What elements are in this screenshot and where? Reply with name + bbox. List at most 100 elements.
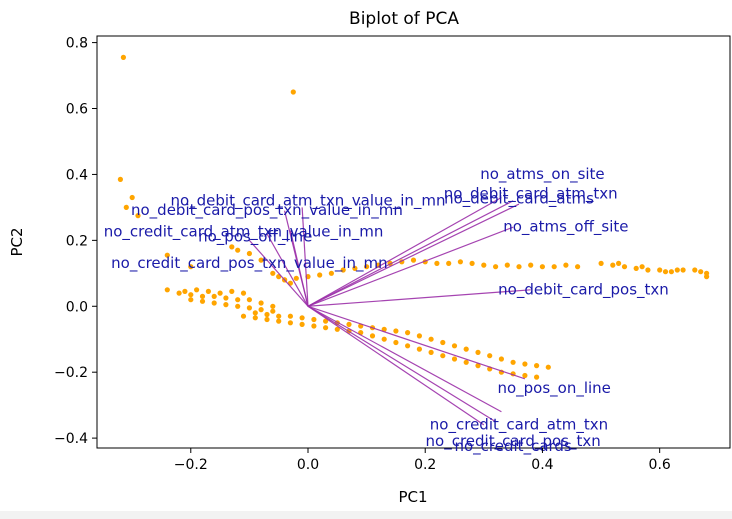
data-point (276, 313, 282, 319)
data-point (428, 336, 434, 342)
data-point (264, 311, 270, 318)
loadings-layer (248, 196, 531, 426)
loading-label: no_pos_on_line (497, 379, 610, 398)
data-point (287, 320, 293, 326)
loading-label: no_debit_card_atm_txn_value_in_mn (170, 191, 445, 210)
data-point (235, 303, 241, 309)
data-point (551, 264, 557, 270)
data-point (428, 349, 434, 355)
data-point (176, 290, 182, 296)
data-point (129, 194, 135, 201)
data-point (188, 292, 194, 298)
data-point (498, 356, 504, 362)
data-point (481, 262, 487, 268)
data-point (539, 264, 546, 270)
data-point (674, 267, 680, 273)
data-point (405, 330, 411, 336)
y-tick-label: 0.8 (66, 36, 88, 52)
data-point (633, 265, 639, 271)
data-point (328, 270, 334, 276)
data-point (211, 300, 217, 306)
plot-area (96, 35, 731, 449)
y-axis-label: PC2 (8, 227, 26, 256)
data-point (440, 353, 446, 359)
loading-arrow (248, 239, 309, 307)
data-point (504, 262, 510, 268)
loading-label: no_credit_cards (455, 437, 572, 456)
data-point (188, 264, 194, 270)
data-point (164, 252, 170, 258)
loading-label: no_credit_card_atm_txn_value_in_mn (104, 223, 384, 242)
data-point (469, 260, 475, 266)
data-point (252, 315, 258, 321)
loading-label: no_atms_off_site (503, 218, 628, 237)
data-point (393, 328, 399, 334)
loading-label: no_credit_card_pos_txn (426, 432, 601, 451)
loading-label: no_atms_on_site (480, 165, 604, 184)
loading-label: no_credit_card_atm_txn (430, 415, 608, 434)
loading-label: no_pos_off_line (198, 228, 312, 247)
loading-labels-layer: no_atms_on_siteno_debit_card_atm_txnno_d… (104, 165, 669, 456)
loading-label: no_debit_card_atms (444, 190, 594, 209)
data-point (235, 297, 241, 303)
loading-arrow (307, 289, 531, 307)
data-point (264, 316, 270, 323)
data-point (205, 288, 211, 294)
data-point (290, 89, 296, 95)
data-point (364, 264, 370, 270)
x-tick-label: −0.2 (174, 457, 208, 473)
y-tick-label: 0.6 (66, 102, 88, 118)
data-point (610, 262, 616, 268)
data-point (534, 374, 540, 380)
data-point (120, 54, 126, 61)
data-point (240, 290, 247, 296)
data-point (323, 325, 329, 331)
data-point (639, 264, 645, 270)
x-tick-label: 0.6 (649, 457, 671, 473)
loading-arrow (307, 200, 514, 307)
data-point (299, 315, 305, 321)
data-point (229, 244, 235, 250)
data-point (317, 272, 323, 278)
data-point (352, 265, 358, 271)
data-point (229, 288, 235, 294)
loading-arrow (307, 196, 502, 307)
data-point (405, 343, 411, 349)
data-point (522, 361, 528, 367)
data-point (235, 247, 241, 253)
loading-arrow (307, 305, 485, 426)
data-point (252, 310, 258, 316)
x-tick-label: 0.2 (414, 457, 436, 473)
data-point (645, 267, 651, 273)
x-tick-label: 0.0 (297, 457, 319, 473)
data-point (598, 260, 604, 266)
x-axis-ticks: −0.2 0.0 0.2 0.4 0.6 (174, 448, 671, 473)
data-point (680, 267, 686, 273)
data-point (516, 264, 522, 270)
data-point (323, 318, 329, 324)
loading-arrow (307, 226, 514, 307)
data-point (522, 372, 528, 379)
data-point (416, 333, 422, 339)
y-tick-label: 0.0 (66, 299, 88, 315)
data-point (182, 288, 188, 294)
loading-arrow (289, 230, 309, 307)
data-point (276, 318, 282, 324)
data-point (668, 269, 675, 275)
data-point (117, 176, 123, 182)
data-point (575, 264, 581, 270)
data-point (534, 363, 540, 369)
data-point (299, 321, 305, 327)
data-point (416, 346, 422, 352)
loading-label: no_debit_card_pos_txn (498, 280, 669, 299)
y-axis-ticks: −0.4 −0.2 0.0 0.2 0.4 0.6 0.8 (54, 36, 97, 447)
data-point (545, 364, 551, 370)
data-point (240, 313, 247, 319)
loading-arrow (266, 233, 309, 307)
data-point (434, 260, 440, 266)
loading-arrow (307, 305, 496, 423)
data-point (223, 302, 229, 308)
data-point (381, 326, 387, 332)
loading-label: no_credit_card_pos_txn_value_in_mn (111, 254, 387, 273)
data-point (369, 333, 376, 339)
